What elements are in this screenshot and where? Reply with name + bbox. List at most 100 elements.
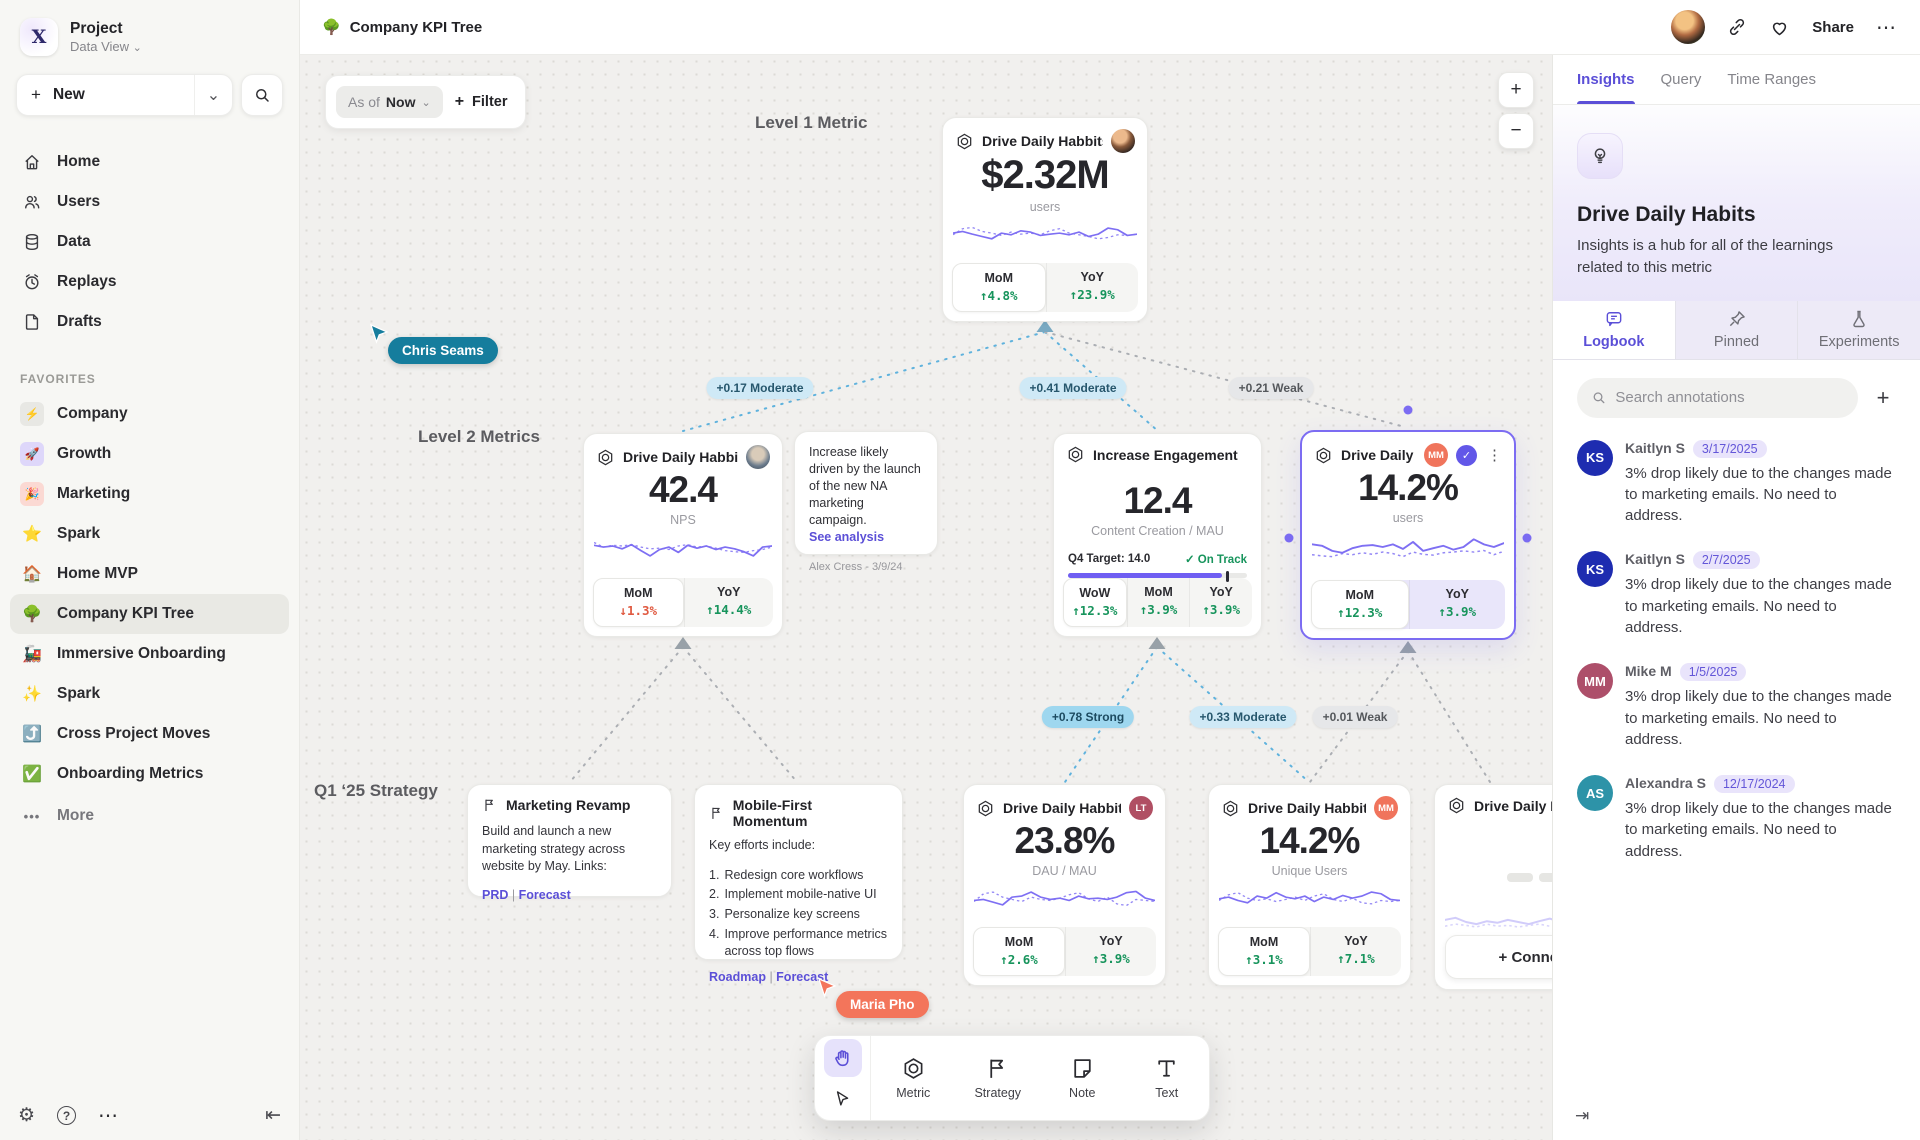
- stat-mom[interactable]: MoM ↑3.9%: [1126, 578, 1190, 627]
- stat-footer: WoW ↑12.3% MoM ↑3.9% YoY ↑3.9%: [1063, 578, 1252, 627]
- settings-gear-icon[interactable]: ⚙: [18, 1105, 36, 1126]
- stat-yoy[interactable]: YoY ↑3.9%: [1189, 578, 1252, 627]
- collapse-panel-icon[interactable]: ⇥: [1575, 1106, 1590, 1125]
- stat-yoy[interactable]: YoY ↑14.4%: [683, 578, 774, 627]
- add-filter-button[interactable]: + Filter: [454, 93, 508, 110]
- cursor-arrow-icon: [818, 977, 837, 998]
- zoom-in-button[interactable]: +: [1498, 72, 1534, 108]
- tab-insights[interactable]: Insights: [1577, 55, 1635, 104]
- insights-panel: Insights Query Time Ranges Drive Daily Hab…: [1552, 55, 1920, 1140]
- sidebar-item-replays[interactable]: Replays: [10, 262, 289, 302]
- sidebar-item-home-mvp[interactable]: 🏠 Home MVP: [10, 554, 289, 594]
- annotation-avatar: KS: [1577, 551, 1613, 588]
- copy-link-icon[interactable]: [1727, 17, 1747, 37]
- metric-card-partial[interactable]: Drive Daily Habbits + Connect: [1434, 784, 1552, 990]
- stat-wow[interactable]: WoW ↑12.3%: [1063, 578, 1127, 627]
- sidebar-item-spark[interactable]: ⭐ Spark: [10, 514, 289, 554]
- stat-mom[interactable]: MoM ↑12.3%: [1311, 580, 1409, 629]
- hand-tool-button[interactable]: [823, 1038, 862, 1077]
- users-icon: [20, 192, 44, 212]
- sidebar-more-icon[interactable]: ⋯: [98, 1105, 121, 1127]
- stat-yoy[interactable]: YoY ↑3.9%: [1408, 580, 1506, 629]
- sidebar-item-data[interactable]: Data: [10, 222, 289, 262]
- metric-tool-button[interactable]: Metric: [871, 1036, 956, 1120]
- user-avatar[interactable]: [1671, 10, 1706, 44]
- stat-mom[interactable]: MoM ↑2.6%: [973, 927, 1065, 976]
- sidebar-item-more[interactable]: ••• More: [10, 796, 289, 836]
- see-analysis-link[interactable]: See analysis: [809, 530, 885, 545]
- sidebar-item-drafts[interactable]: Drafts: [10, 302, 289, 342]
- new-button[interactable]: + New ⌄: [16, 74, 233, 116]
- search-annotations-input[interactable]: [1615, 389, 1844, 406]
- stat-yoy[interactable]: YoY ↑23.9%: [1045, 263, 1139, 312]
- note-tool-button[interactable]: Note: [1040, 1036, 1125, 1120]
- forecast-link[interactable]: Forecast: [518, 887, 571, 902]
- project-switcher[interactable]: Χ Project Data View ⌄: [0, 18, 299, 56]
- topbar-menu-icon[interactable]: ⋯: [1876, 16, 1898, 39]
- sidebar-item-immersive-onboarding[interactable]: 🚂 Immersive Onboarding: [10, 634, 289, 674]
- sidebar-item-onboarding-metrics[interactable]: ✅ Onboarding Metrics: [10, 754, 289, 794]
- search-button[interactable]: [241, 74, 283, 116]
- annotation-date-badge: 2/7/2025: [1692, 551, 1760, 570]
- metric-card-dau-mau[interactable]: Drive Daily Habbits LT 23.8% DAU / MAU M…: [963, 784, 1166, 986]
- canvas-note-card[interactable]: Increase likely driven by the launch of …: [794, 431, 938, 573]
- sidebar-item-users[interactable]: Users: [10, 182, 289, 222]
- kpi-tree-canvas[interactable]: As of Now ⌄ + Filter + − Level 1 Metric …: [300, 55, 1552, 1140]
- sidebar-item-marketing[interactable]: 🎉 Marketing: [10, 474, 289, 514]
- annotation-item[interactable]: KS Kaitlyn S 3/17/2025 3% drop likely due t…: [1577, 439, 1896, 527]
- metric-card-engagement[interactable]: Increase Engagement 12.4 Content Creatio…: [1053, 433, 1262, 637]
- stat-yoy[interactable]: YoY ↑3.9%: [1065, 927, 1156, 976]
- stat-mom[interactable]: MoM ↑3.1%: [1218, 927, 1310, 976]
- metric-card-unique-users[interactable]: Drive Daily Habbits MM 14.2% Unique User…: [1208, 784, 1411, 986]
- metric-card-nps[interactable]: Drive Daily Habbits 42.4 NPS MoM ↓1.3% YoY…: [583, 433, 783, 637]
- hand-icon: [834, 1049, 849, 1066]
- strategy-card-marketing-revamp[interactable]: Marketing Revamp Build and launch a new …: [467, 784, 672, 902]
- sidebar-item-growth[interactable]: 🚀 Growth: [10, 434, 289, 474]
- zoom-out-button[interactable]: −: [1498, 113, 1534, 149]
- level-1-label: Level 1 Metric: [755, 113, 868, 132]
- share-button[interactable]: Share: [1812, 18, 1854, 36]
- effort-item: 4. Improve performance metrics across top…: [709, 927, 887, 958]
- stat-mom[interactable]: MoM ↑4.8%: [952, 263, 1046, 312]
- as-of-dropdown[interactable]: As of Now ⌄: [336, 86, 443, 118]
- sidebar-item-company[interactable]: ⚡ Company: [10, 394, 289, 434]
- more-dots-icon: •••: [23, 808, 41, 824]
- sidebar-item-cross-project-moves[interactable]: ⤴️ Cross Project Moves: [10, 714, 289, 754]
- roadmap-link[interactable]: Roadmap: [709, 969, 766, 984]
- insights-hero: Drive Daily Habits Insights is a hub for…: [1553, 105, 1920, 301]
- annotation-search[interactable]: [1577, 377, 1858, 418]
- card-menu-icon[interactable]: ⋮: [1487, 447, 1502, 464]
- stat-mom[interactable]: MoM ↓1.3%: [593, 578, 684, 627]
- prd-link[interactable]: PRD: [482, 887, 509, 902]
- tab-pinned[interactable]: Pinned: [1674, 300, 1798, 359]
- tab-logbook[interactable]: Logbook: [1553, 300, 1675, 359]
- effort-item: 1. Redesign core workflows: [709, 867, 864, 882]
- tab-time-ranges[interactable]: Time Ranges: [1727, 71, 1817, 88]
- annotation-item[interactable]: KS Kaitlyn S 2/7/2025 3% drop likely due to…: [1577, 551, 1896, 638]
- help-icon[interactable]: ?: [57, 1106, 77, 1125]
- strategy-card-mobile-first[interactable]: Mobile-First Momentum Key efforts includ…: [694, 784, 903, 984]
- annotation-item[interactable]: AS Alexandra S 12/17/2024 3% drop likely du…: [1577, 775, 1896, 862]
- sidebar-item-spark[interactable]: ✨ Spark: [10, 674, 289, 714]
- text-icon: [1154, 1056, 1179, 1081]
- metric-card-selected[interactable]: Drive Daily Habb.. MM ✓ ⋮ 14.2% users Mo…: [1300, 430, 1516, 640]
- tab-query[interactable]: Query: [1660, 71, 1702, 88]
- annotation-item[interactable]: MM Mike M 1/5/2025 3% drop likely due to th…: [1577, 663, 1896, 750]
- favorite-emoji-icon: ⭐: [22, 526, 42, 543]
- connect-button[interactable]: + Connect: [1445, 935, 1552, 979]
- select-tool-button[interactable]: [824, 1080, 862, 1118]
- workspace-selector[interactable]: Data View ⌄: [70, 39, 142, 54]
- tab-experiments[interactable]: Experiments: [1797, 300, 1920, 359]
- metric-card-level1[interactable]: Drive Daily Habbits $2.32M users MoM ↑4.8…: [942, 117, 1148, 322]
- annotation-text: 3% drop likely due to the changes made t…: [1625, 800, 1892, 860]
- collapse-sidebar-icon[interactable]: ⇤: [265, 1105, 281, 1126]
- sidebar-item-home[interactable]: Home: [10, 142, 289, 182]
- stat-yoy[interactable]: YoY ↑7.1%: [1310, 927, 1401, 976]
- add-annotation-button[interactable]: +: [1876, 384, 1890, 410]
- text-tool-button[interactable]: Text: [1125, 1036, 1210, 1120]
- new-dropdown-button[interactable]: ⌄: [194, 75, 232, 115]
- favorite-heart-icon[interactable]: [1769, 17, 1790, 38]
- sidebar-item-company-kpi-tree[interactable]: 🌳 Company KPI Tree: [10, 594, 289, 634]
- forecast-link[interactable]: Forecast: [776, 969, 829, 984]
- strategy-tool-button[interactable]: Strategy: [956, 1036, 1041, 1120]
